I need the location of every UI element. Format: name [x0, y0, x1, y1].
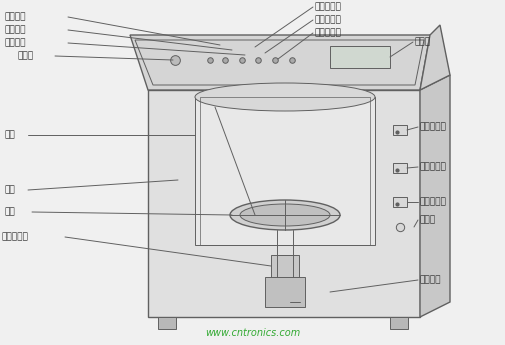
Text: 启动按钮: 启动按钮 — [5, 39, 26, 48]
Text: 排水按钮: 排水按钮 — [5, 26, 26, 34]
Text: 高水位按钮: 高水位按钮 — [315, 2, 341, 11]
Text: 洗涤电机: 洗涤电机 — [419, 276, 441, 285]
Ellipse shape — [239, 204, 329, 226]
Text: 拨盘: 拨盘 — [5, 207, 16, 217]
Bar — [271, 255, 298, 277]
Text: 外桶: 外桶 — [5, 186, 16, 195]
Text: 显示器: 显示器 — [414, 38, 430, 47]
Polygon shape — [130, 35, 429, 90]
Text: 停止按钮: 停止按钮 — [5, 12, 26, 21]
Text: 中水位按钮: 中水位按钮 — [315, 16, 341, 24]
Bar — [392, 125, 406, 135]
Text: www.cntronics.com: www.cntronics.com — [205, 328, 300, 338]
Ellipse shape — [194, 83, 374, 111]
Bar — [147, 90, 419, 317]
Text: 排水口: 排水口 — [419, 216, 435, 225]
Text: 中水位开关: 中水位开关 — [419, 162, 446, 171]
Bar — [392, 197, 406, 207]
Ellipse shape — [230, 200, 339, 230]
Bar — [199, 97, 369, 245]
Polygon shape — [419, 75, 449, 317]
Bar — [158, 317, 176, 329]
Bar — [329, 46, 389, 68]
Bar — [194, 97, 374, 245]
Bar — [389, 317, 407, 329]
Text: 低水位按钮: 低水位按钮 — [315, 29, 341, 38]
Text: 高水位开关: 高水位开关 — [419, 122, 446, 131]
Bar — [265, 277, 305, 307]
Text: 内桶: 内桶 — [5, 130, 16, 139]
Text: 低水位开关: 低水位开关 — [419, 197, 446, 207]
Bar — [392, 163, 406, 173]
Text: 进水口: 进水口 — [18, 51, 34, 60]
Polygon shape — [419, 25, 449, 90]
Text: 电磁离合器: 电磁离合器 — [2, 233, 29, 241]
